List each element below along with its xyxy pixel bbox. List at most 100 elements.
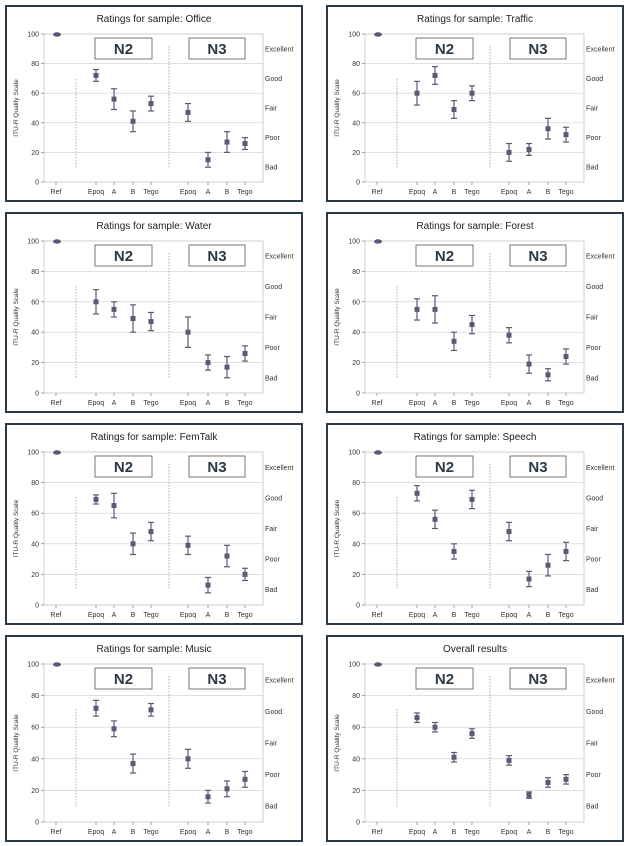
- chart-panel: Ratings for sample: Water 0 20 40 60 80 100 ITU…: [5, 212, 303, 413]
- plot-frame: [43, 663, 264, 823]
- chart-panel: Ratings for sample: Music 0 20 40 60 80 100 ITU…: [5, 635, 303, 842]
- chart-svg: Ratings for sample: Forest 0 20 40 60 80 100 IT…: [334, 221, 614, 407]
- x-tick-label: Tego: [464, 400, 479, 407]
- plot-frame: [43, 451, 264, 606]
- data-point: [374, 450, 382, 455]
- group-box: [94, 455, 153, 478]
- x-tick-label: Epoq: [180, 400, 196, 407]
- y-tick-label: 0: [35, 820, 39, 827]
- quality-label: Bad: [586, 165, 599, 172]
- quality-label: Bad: [265, 165, 278, 172]
- data-point: [148, 529, 154, 535]
- y-tick-label: 80: [352, 693, 360, 700]
- chart-title: Overall results: [443, 644, 507, 655]
- x-tick-label: B: [546, 400, 551, 407]
- x-tick-label: Tego: [464, 829, 479, 836]
- plot-frame: [364, 451, 585, 606]
- x-tick-label: Epoq: [409, 400, 425, 407]
- data-point: [469, 496, 475, 502]
- data-point: [185, 756, 191, 762]
- x-tick-label: Tego: [143, 829, 158, 836]
- quality-label: Good: [265, 284, 282, 291]
- group-label: N2: [435, 41, 454, 58]
- x-tick-label: Tego: [143, 612, 158, 619]
- data-point: [224, 364, 230, 370]
- x-tick-label: B: [131, 400, 136, 407]
- y-tick-label: 0: [356, 391, 360, 398]
- x-tick-label: Epoq: [88, 612, 104, 619]
- quality-label: Fair: [586, 741, 599, 748]
- y-tick-label: 0: [35, 603, 39, 610]
- x-tick-label: A: [527, 612, 532, 619]
- data-point: [526, 146, 532, 152]
- data-point: [563, 776, 569, 782]
- data-point: [469, 731, 475, 737]
- x-tick-label: B: [452, 612, 457, 619]
- group-box: [94, 244, 153, 267]
- x-tick-label: Tego: [558, 829, 573, 836]
- y-tick-label: 20: [352, 360, 360, 367]
- quality-label: Bad: [586, 804, 599, 811]
- group-box: [188, 455, 246, 478]
- x-tick-label: Epoq: [501, 829, 517, 836]
- x-tick-label: Epoq: [88, 189, 104, 196]
- x-tick-label: Epoq: [88, 400, 104, 407]
- x-tick-label: Epoq: [180, 829, 196, 836]
- group-label: N3: [528, 41, 547, 58]
- x-tick-label: Ref: [372, 400, 383, 407]
- group-box: [509, 667, 567, 690]
- data-point: [53, 450, 61, 455]
- chart-title: Ratings for sample: Office: [97, 14, 212, 25]
- y-tick-label: 60: [31, 299, 39, 306]
- x-tick-label: Epoq: [501, 189, 517, 196]
- chart-panel: Ratings for sample: Traffic 0 20 40 60 80 100 I…: [326, 5, 624, 202]
- group-box: [509, 37, 567, 60]
- x-tick-label: B: [452, 189, 457, 196]
- data-point: [526, 361, 532, 367]
- quality-label: Fair: [586, 315, 599, 322]
- data-point: [185, 542, 191, 548]
- data-point: [242, 571, 248, 577]
- data-point: [185, 109, 191, 115]
- y-axis-label: ITU-R Quality Scale: [13, 79, 20, 137]
- x-tick-label: B: [452, 829, 457, 836]
- y-tick-label: 20: [31, 788, 39, 795]
- chart-panel: Overall results 0 20 40 60 80 100 ITU-R Quality…: [326, 635, 624, 842]
- y-tick-label: 60: [352, 725, 360, 732]
- y-tick-label: 0: [356, 820, 360, 827]
- plot-frame: [43, 33, 264, 183]
- x-tick-label: Tego: [464, 612, 479, 619]
- group-label: N3: [528, 248, 547, 265]
- data-point: [563, 548, 569, 554]
- x-tick-label: Ref: [51, 400, 62, 407]
- x-tick-label: Tego: [237, 829, 252, 836]
- data-point: [469, 322, 475, 328]
- group-label: N3: [528, 671, 547, 688]
- data-point: [205, 582, 211, 588]
- y-tick-label: 100: [27, 662, 39, 669]
- y-tick-label: 20: [352, 572, 360, 579]
- data-point: [130, 316, 136, 322]
- x-tick-label: Tego: [464, 189, 479, 196]
- x-tick-label: Tego: [143, 189, 158, 196]
- data-point: [432, 306, 438, 312]
- chart-svg: Ratings for sample: Music 0 20 40 60 80 100 ITU…: [13, 644, 293, 836]
- data-point: [93, 299, 99, 305]
- data-point: [185, 329, 191, 335]
- x-tick-label: Tego: [237, 400, 252, 407]
- chart-panel: Ratings for sample: FemTalk 0 20 40 60 80 100 I…: [5, 423, 303, 625]
- y-tick-label: 100: [27, 450, 39, 457]
- group-box: [415, 667, 474, 690]
- y-tick-label: 60: [31, 511, 39, 518]
- data-point: [506, 332, 512, 338]
- data-point: [205, 157, 211, 163]
- quality-label: Good: [586, 495, 603, 502]
- y-axis-label: ITU-R Quality Scale: [334, 499, 341, 557]
- chart-title: Ratings for sample: Music: [96, 644, 211, 655]
- x-tick-label: B: [452, 400, 457, 407]
- data-point: [242, 776, 248, 782]
- x-tick-label: Tego: [143, 400, 158, 407]
- chart-svg: Ratings for sample: Traffic 0 20 40 60 80 100 I…: [334, 14, 614, 196]
- x-tick-label: A: [206, 612, 211, 619]
- y-tick-label: 80: [352, 480, 360, 487]
